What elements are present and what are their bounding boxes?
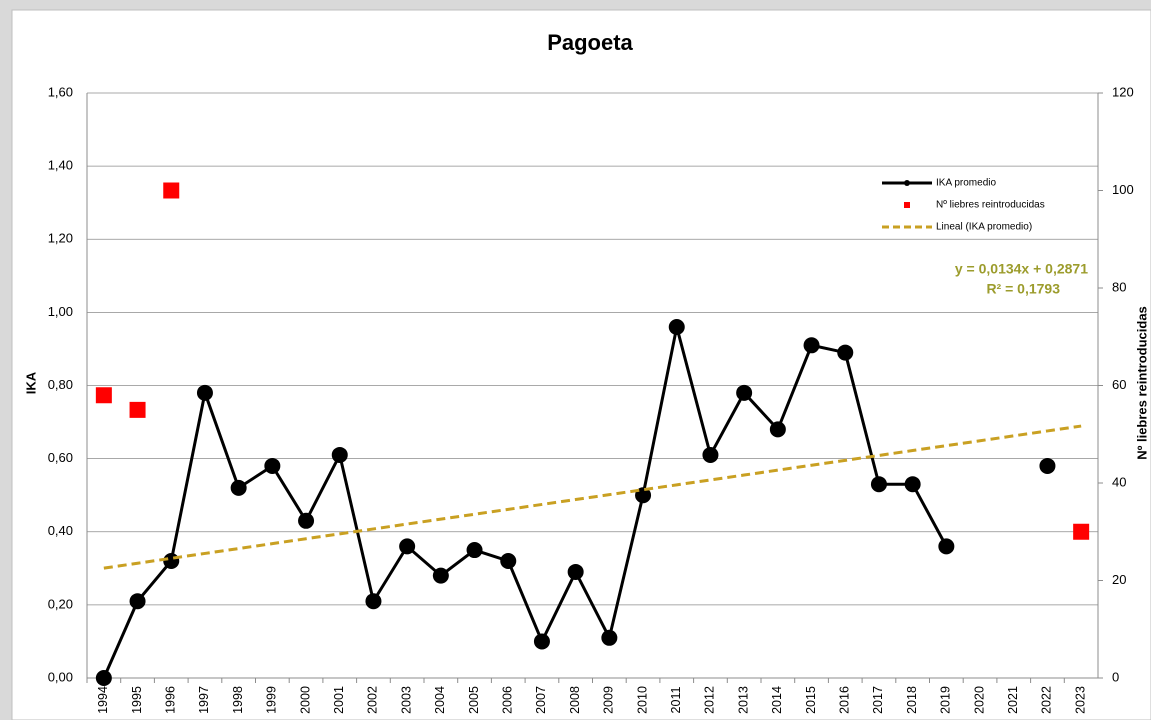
point (870, 476, 887, 493)
x-tick-label: 1997 (197, 686, 211, 714)
y2-tick-label: 60 (1112, 377, 1126, 392)
point (95, 670, 112, 686)
x-tick-label: 1999 (265, 686, 279, 714)
point (1039, 457, 1056, 474)
x-tick-label: 2006 (501, 686, 515, 714)
y-tick-label: 0,60 (48, 450, 73, 465)
x-tick-label: 2014 (770, 686, 784, 714)
x-tick-label: 1998 (231, 686, 245, 714)
y2-tick-label: 80 (1112, 279, 1126, 294)
x-tick-label: 2018 (905, 686, 919, 714)
x-tick-label: 2011 (669, 687, 683, 714)
point (129, 593, 146, 610)
equation-label: R² = 0,1793 (986, 281, 1060, 297)
y2-tick-label: 120 (1112, 84, 1134, 99)
legend-label: IKA promedio (936, 178, 996, 189)
y2-tick-label: 40 (1112, 474, 1126, 489)
point (432, 567, 449, 584)
point (500, 553, 517, 569)
y-tick-label: 1,60 (48, 84, 73, 99)
legend-square (904, 202, 910, 208)
point (163, 553, 180, 569)
x-tick-label: 2016 (838, 686, 852, 714)
x-tick-label: 2022 (1040, 686, 1054, 714)
x-tick-label: 2000 (298, 686, 312, 714)
y2-axis-title: Nº liebres reintroducidas (1134, 306, 1149, 460)
x-tick-label: 2023 (1073, 686, 1087, 714)
point (365, 593, 382, 610)
y2-tick-label: 20 (1112, 572, 1126, 587)
point (567, 563, 584, 580)
legend-point (904, 180, 910, 186)
point (904, 476, 921, 493)
square-marker (129, 401, 146, 418)
x-tick-label: 2001 (332, 686, 346, 714)
x-tick-label: 2002 (366, 686, 380, 714)
x-tick-label: 2015 (804, 686, 818, 714)
chart-title: Pagoeta (547, 30, 633, 55)
x-tick-label: 2007 (534, 686, 548, 714)
x-tick-label: 2009 (602, 686, 616, 714)
square-marker (1073, 523, 1090, 540)
y-tick-label: 0,40 (48, 523, 73, 538)
y-tick-label: 0,20 (48, 596, 73, 611)
y-tick-label: 0,80 (48, 377, 73, 392)
x-tick-label: 2017 (871, 686, 885, 714)
x-tick-label: 2020 (972, 686, 986, 714)
x-tick-label: 2021 (1006, 686, 1020, 714)
square-marker (163, 182, 180, 199)
point (938, 538, 955, 555)
y-tick-label: 1,00 (48, 304, 73, 319)
y-tick-label: 1,20 (48, 231, 73, 246)
point (533, 633, 550, 650)
point (837, 344, 854, 361)
x-tick-label: 2004 (433, 686, 447, 714)
legend-label: Lineal (IKA promedio) (936, 222, 1032, 233)
point (298, 512, 315, 529)
chart-area (11, 9, 1151, 720)
x-tick-label: 2005 (467, 686, 481, 714)
point (803, 337, 820, 354)
point (736, 384, 753, 401)
legend-label: Nº liebres reintroducidas (936, 200, 1045, 211)
y-axis-title: IKA (23, 371, 38, 394)
square-marker (95, 387, 112, 404)
point (702, 446, 719, 463)
x-tick-label: 1995 (130, 686, 144, 714)
trend-line (103, 424, 1082, 570)
point (196, 384, 213, 401)
x-tick-label: 2003 (399, 686, 413, 714)
point (230, 479, 247, 496)
point (601, 629, 618, 646)
x-tick-label: 2019 (939, 686, 953, 714)
x-tick-label: 1994 (96, 686, 110, 714)
point (331, 446, 348, 463)
point (466, 542, 483, 559)
x-tick-label: 2013 (736, 686, 750, 714)
point (769, 421, 786, 438)
y-tick-label: 0,00 (48, 669, 73, 684)
x-tick-label: 2010 (635, 686, 649, 714)
x-tick-label: 2008 (568, 686, 582, 714)
point (668, 319, 685, 335)
x-tick-label: 1996 (164, 686, 178, 714)
point (399, 538, 416, 555)
y2-tick-label: 0 (1112, 669, 1119, 684)
y2-tick-label: 100 (1112, 182, 1134, 197)
point (264, 457, 281, 474)
y-tick-label: 1,40 (48, 158, 73, 173)
equation-label: y = 0,0134x + 0,2871 (955, 261, 1088, 277)
x-tick-label: 2012 (703, 686, 717, 714)
